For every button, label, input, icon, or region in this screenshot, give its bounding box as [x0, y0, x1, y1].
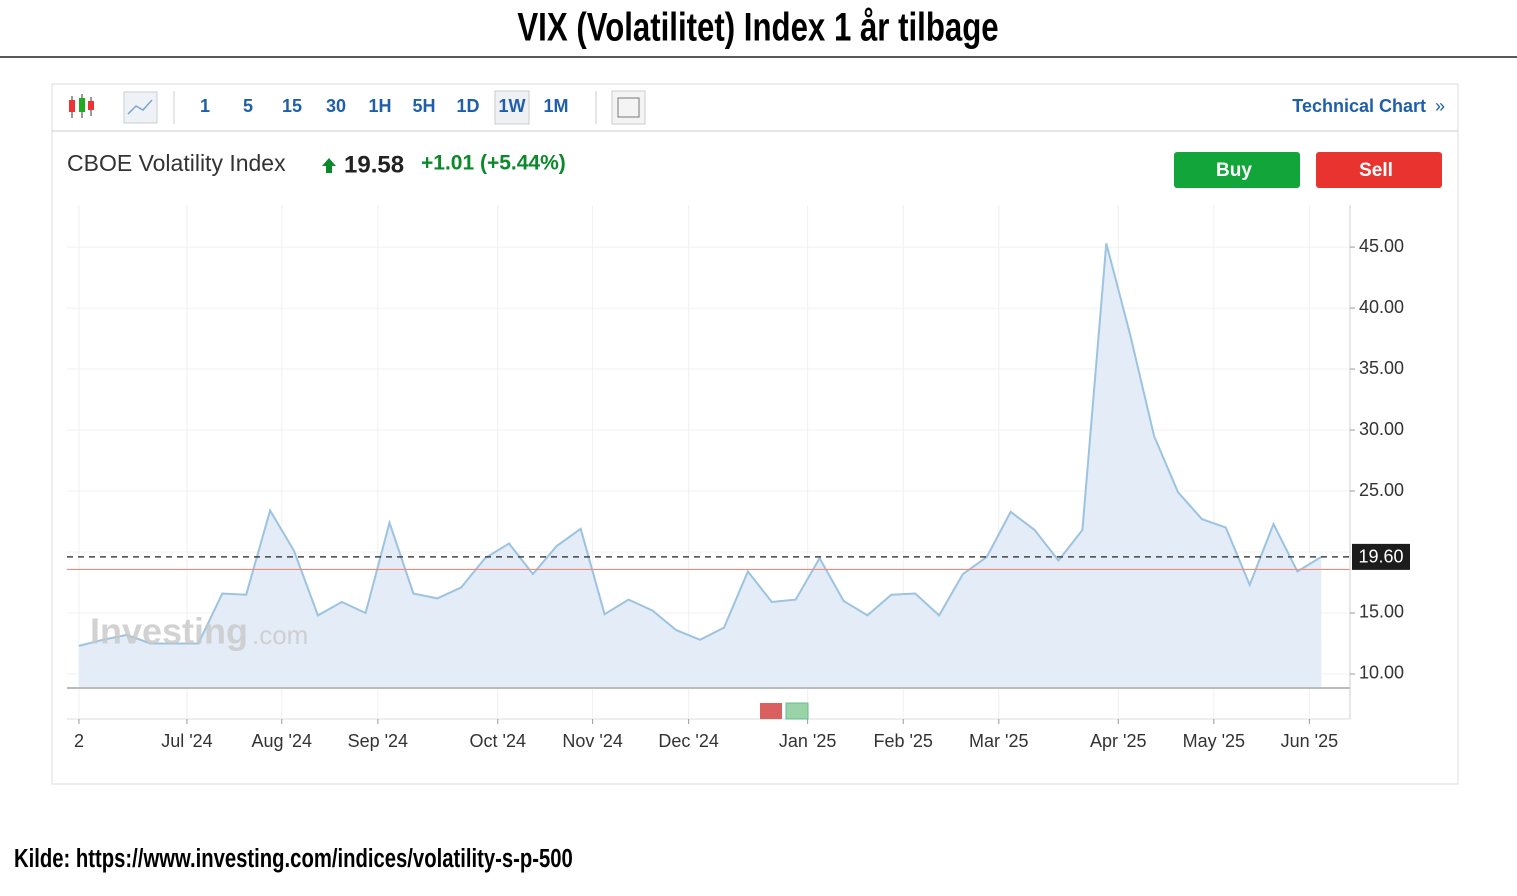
interval[interactable]: 5	[243, 96, 253, 116]
layout-icon[interactable]	[611, 90, 646, 125]
sell-label: Sell	[1359, 160, 1393, 181]
x-tick-label: Oct '24	[470, 731, 526, 751]
candle-icon[interactable]	[69, 94, 94, 118]
y-tick-label: 25.00	[1359, 480, 1404, 500]
current-label-box	[1352, 543, 1410, 570]
sell-button[interactable]	[1316, 152, 1442, 188]
watermark-suffix: .com	[252, 620, 308, 650]
x-tick-label: May '25	[1183, 731, 1245, 751]
interval[interactable]: 1M	[543, 96, 568, 116]
layout-icon-inner	[617, 97, 640, 118]
x-tick-label: Dec '24	[658, 731, 718, 751]
y-tick-label: 30.00	[1359, 419, 1404, 439]
x-tick-label: Feb '25	[873, 731, 932, 751]
technical-arrow: »	[1435, 96, 1445, 116]
current-label: 19.60	[1358, 547, 1403, 567]
x-tick-label: Sep '24	[348, 731, 409, 751]
area-icon[interactable]	[123, 91, 158, 124]
interval[interactable]: 1D	[456, 96, 479, 116]
y-tick-label: 40.00	[1359, 297, 1404, 317]
x-tick-label: Aug '24	[252, 731, 313, 751]
line	[78, 243, 1322, 647]
technical-link[interactable]: Technical Chart	[1292, 96, 1426, 116]
source: Kilde: https://www.investing.com/indices…	[14, 843, 573, 872]
event-marker[interactable]	[760, 703, 782, 719]
x-tick-label: Apr '25	[1090, 731, 1146, 751]
page-title: VIX (Volatilitet) Index 1 år tilbage	[517, 5, 998, 50]
area-icon-line	[127, 99, 153, 115]
y-tick-label: 35.00	[1359, 358, 1404, 378]
interval[interactable]: 30	[326, 96, 346, 116]
buy-label: Buy	[1216, 160, 1252, 181]
x-tick-label: Mar '25	[969, 731, 1028, 751]
instrument-name: CBOE Volatility Index	[67, 150, 286, 176]
x-tick-label: Jan '25	[779, 731, 836, 751]
interval[interactable]: 1H	[368, 96, 391, 116]
watermark: Investing	[90, 611, 248, 652]
area	[78, 243, 1322, 688]
interval[interactable]: 5H	[412, 96, 435, 116]
interval[interactable]: 15	[282, 96, 302, 116]
up-arrow	[322, 158, 336, 173]
event-marker[interactable]	[785, 702, 809, 720]
x-tick-label: Jul '24	[161, 731, 212, 751]
y-tick-label: 45.00	[1359, 236, 1404, 256]
x-tick-label: Jun '25	[1281, 731, 1338, 751]
interval[interactable]: 1W	[499, 96, 526, 116]
price: 19.58	[344, 151, 404, 178]
y-tick-label: 10.00	[1359, 663, 1404, 683]
active-interval	[494, 90, 530, 125]
y-tick-label: 15.00	[1359, 602, 1404, 622]
change: +1.01 (+5.44%)	[421, 152, 566, 175]
buy-button[interactable]	[1174, 152, 1300, 188]
x-tick-label: 2	[74, 731, 84, 751]
x-tick-label: Nov '24	[562, 731, 622, 751]
interval[interactable]: 1	[200, 96, 210, 116]
